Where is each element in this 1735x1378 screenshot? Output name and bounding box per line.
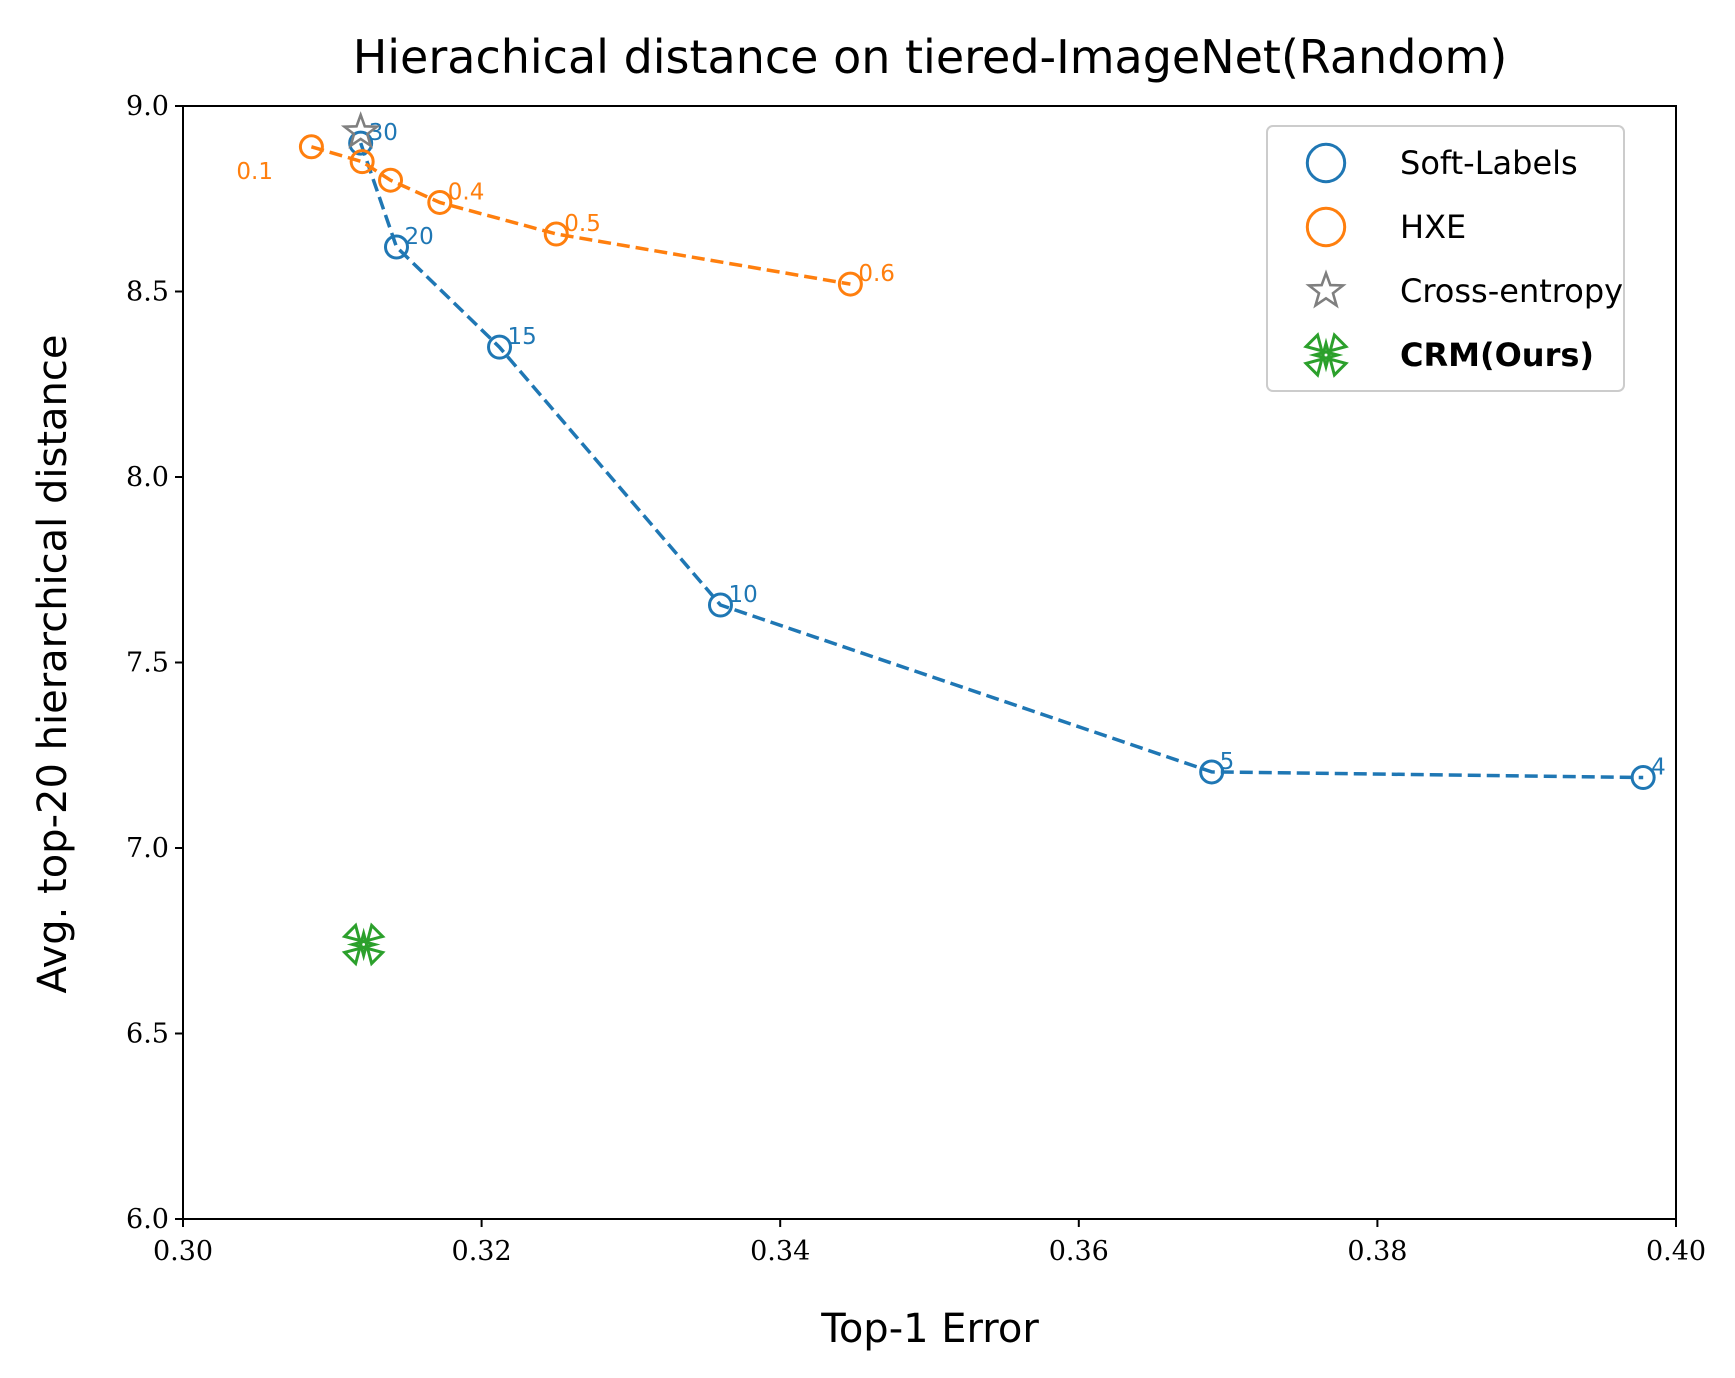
y-tick-label: 6.0 xyxy=(126,1204,169,1235)
soft-labels-line xyxy=(359,142,1644,780)
soft-labels-point xyxy=(1199,759,1225,785)
chart-title: Hierachical distance on tiered-ImageNet(… xyxy=(353,30,1508,84)
soft-labels-point xyxy=(707,592,733,618)
crm-ours-point xyxy=(341,922,386,967)
soft-labels-point xyxy=(383,234,409,260)
hxe-point xyxy=(349,149,375,175)
x-tick-label: 0.30 xyxy=(153,1236,213,1267)
legend: Soft-Labels HXE Cross-entropy CRM(Ours) xyxy=(1266,125,1625,392)
soft-labels-point-label: 5 xyxy=(1220,749,1235,775)
cross-entropy-point xyxy=(340,111,381,149)
series-cross-entropy xyxy=(340,111,381,149)
x-tick-label: 0.34 xyxy=(750,1236,810,1267)
legend-label-cross-entropy: Cross-entropy xyxy=(1400,272,1623,310)
series-layer: 30 20 15 10 5 4 0.1 0.4 0.5 0.6 xyxy=(236,111,1666,967)
soft-labels-point xyxy=(487,334,513,360)
x-tick-label: 0.40 xyxy=(1646,1236,1706,1267)
legend-frame xyxy=(1266,125,1625,392)
y-tick-label: 8.0 xyxy=(126,462,169,493)
hxe-point xyxy=(543,221,569,247)
x-tick-label: 0.38 xyxy=(1347,1236,1407,1267)
x-tick-label: 0.36 xyxy=(1049,1236,1109,1267)
hxe-point-label: 0.5 xyxy=(564,211,601,237)
hxe-point-label: 0.1 xyxy=(236,159,273,185)
y-axis-label: Avg. top-20 hierarchical distance xyxy=(30,335,76,994)
y-tick-label: 7.5 xyxy=(126,648,169,679)
soft-labels-point xyxy=(1630,765,1656,791)
x-axis-label: Top-1 Error xyxy=(820,1306,1039,1352)
soft-labels-point xyxy=(348,130,374,156)
series-hxe: 0.1 0.4 0.5 0.6 xyxy=(236,134,895,297)
y-tick-label: 8.5 xyxy=(126,277,169,308)
legend-marker-crm-ours xyxy=(1303,332,1349,378)
legend-entries: Soft-Labels HXE Cross-entropy CRM(Ours) xyxy=(1303,142,1623,378)
soft-labels-point-label: 4 xyxy=(1651,755,1666,781)
legend-marker-cross-entropy xyxy=(1305,269,1347,309)
hxe-point xyxy=(837,271,863,297)
hxe-point xyxy=(427,189,453,215)
legend-marker-soft-labels xyxy=(1305,142,1347,184)
x-axis-ticks: 0.30 0.32 0.34 0.36 0.38 0.40 xyxy=(153,1219,1706,1267)
legend-label-crm-ours: CRM(Ours) xyxy=(1400,336,1594,374)
legend-label-hxe: HXE xyxy=(1400,208,1466,246)
hxe-point-label: 0.6 xyxy=(858,261,895,287)
hxe-point-label: 0.4 xyxy=(448,179,485,205)
hxe-point xyxy=(298,134,324,160)
soft-labels-point-label: 30 xyxy=(369,120,398,146)
legend-label-soft-labels: Soft-Labels xyxy=(1400,144,1578,182)
hxe-point xyxy=(378,167,404,193)
series-soft-labels: 30 20 15 10 5 4 xyxy=(348,120,1666,791)
y-axis-ticks: 6.0 6.5 7.0 7.5 8.0 8.5 9.0 xyxy=(126,91,183,1235)
hxe-line xyxy=(310,145,851,286)
y-tick-label: 7.0 xyxy=(126,833,169,864)
y-tick-label: 9.0 xyxy=(126,91,169,122)
x-tick-label: 0.32 xyxy=(452,1236,512,1267)
soft-labels-point-label: 10 xyxy=(728,582,757,608)
legend-marker-hxe xyxy=(1305,206,1347,248)
soft-labels-point-label: 15 xyxy=(508,324,537,350)
series-crm-ours xyxy=(341,922,386,967)
y-tick-label: 6.5 xyxy=(126,1019,169,1050)
soft-labels-point-label: 20 xyxy=(404,224,433,250)
